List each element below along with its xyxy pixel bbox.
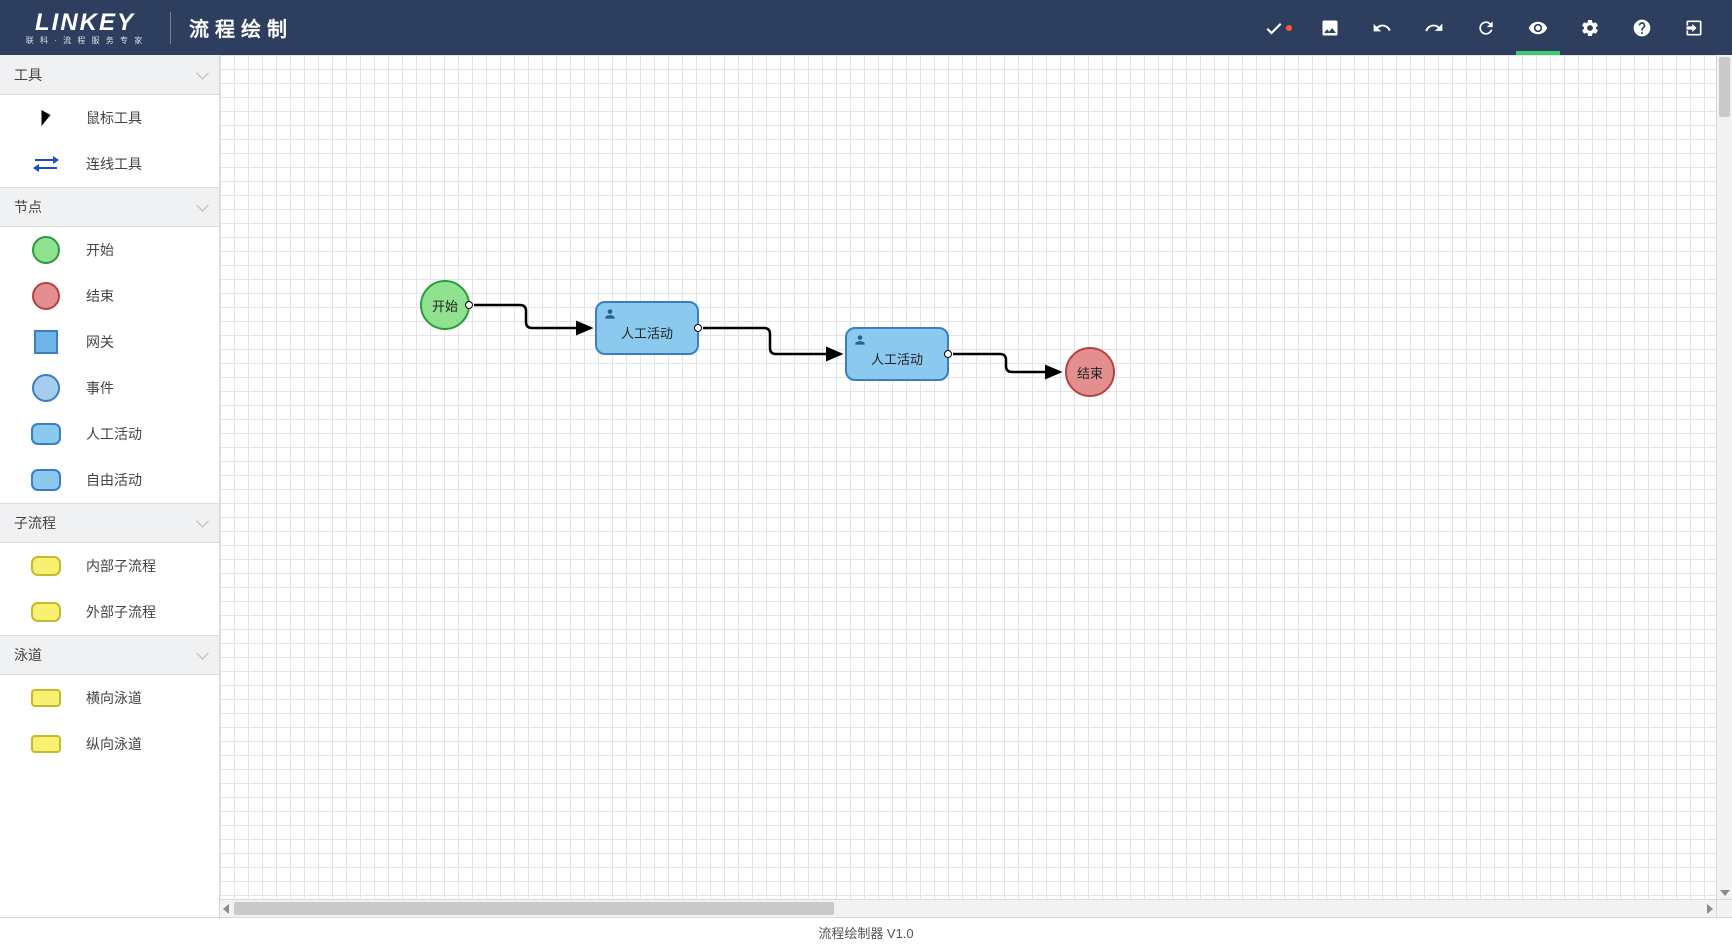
flow-edge-n2-n3[interactable]	[703, 328, 841, 354]
settings-button[interactable]	[1564, 0, 1616, 55]
flow-node-n1[interactable]: 开始	[420, 280, 470, 330]
app-header: LINKEY 联 科 · 流 程 服 务 专 家 流程绘制	[0, 0, 1732, 55]
approve-button[interactable]	[1252, 0, 1304, 55]
group-header-tools[interactable]: 工具	[0, 55, 219, 95]
task-node-icon	[31, 423, 61, 445]
end-node-icon	[32, 282, 60, 310]
scrollbar-corner	[1716, 899, 1732, 917]
flow-edge-n3-n4[interactable]	[953, 354, 1060, 372]
horizontal-scrollbar[interactable]	[220, 899, 1716, 917]
exit-button[interactable]	[1668, 0, 1720, 55]
scroll-left-icon[interactable]	[223, 904, 229, 914]
edges-layer	[220, 55, 1716, 899]
eye-icon	[1528, 18, 1548, 38]
gear-icon	[1580, 18, 1600, 38]
palette-item-label: 人工活动	[86, 424, 142, 444]
subflow-node-icon	[31, 556, 61, 576]
palette-item-label: 开始	[86, 240, 114, 260]
header-toolbar	[1252, 0, 1732, 55]
gateway-node-icon	[34, 330, 58, 354]
palette-item-label: 自由活动	[86, 470, 142, 490]
flow-node-label: 开始	[432, 296, 458, 315]
palette-item-event[interactable]: 事件	[0, 365, 219, 411]
group-header-lane[interactable]: 泳道	[0, 635, 219, 675]
palette-item-cursor[interactable]: 鼠标工具	[0, 95, 219, 141]
task-node-icon	[31, 469, 61, 491]
footer: 流程绘制器 V1.0	[0, 917, 1732, 947]
scroll-right-icon[interactable]	[1707, 904, 1713, 914]
palette-item-label: 连线工具	[86, 154, 142, 174]
palette-item-label: 事件	[86, 378, 114, 398]
group-header-subflow[interactable]: 子流程	[0, 503, 219, 543]
logo-text: LINKEY	[35, 9, 135, 37]
flow-node-n4[interactable]: 结束	[1065, 347, 1115, 397]
horizontal-scroll-thumb[interactable]	[234, 902, 834, 915]
palette-item-label: 鼠标工具	[86, 108, 142, 128]
palette-item-outersub[interactable]: 外部子流程	[0, 589, 219, 635]
palette-item-hlane[interactable]: 横向泳道	[0, 675, 219, 721]
port-right[interactable]	[465, 301, 473, 309]
canvas-wrapper: 开始人工活动人工活动结束	[220, 55, 1732, 917]
palette-item-label: 内部子流程	[86, 556, 156, 576]
help-icon	[1632, 18, 1652, 38]
header-divider	[170, 12, 171, 44]
lane-node-icon	[31, 689, 61, 707]
port-right[interactable]	[944, 350, 952, 358]
help-button[interactable]	[1616, 0, 1668, 55]
image-icon	[1320, 18, 1340, 38]
lane-node-icon	[31, 735, 61, 753]
port-right[interactable]	[694, 324, 702, 332]
status-dot-icon	[1286, 25, 1292, 31]
flow-node-n3[interactable]: 人工活动	[845, 327, 949, 381]
vertical-scrollbar[interactable]	[1716, 55, 1732, 899]
canvas[interactable]: 开始人工活动人工活动结束	[220, 55, 1716, 899]
scroll-down-icon[interactable]	[1720, 890, 1730, 896]
palette-item-gateway[interactable]: 网关	[0, 319, 219, 365]
connect-icon	[35, 157, 57, 171]
palette-item-end[interactable]: 结束	[0, 273, 219, 319]
user-icon	[853, 333, 867, 347]
event-node-icon	[32, 374, 60, 402]
palette-item-innersub[interactable]: 内部子流程	[0, 543, 219, 589]
image-button[interactable]	[1304, 0, 1356, 55]
sidebar: 工具鼠标工具连线工具节点开始结束网关事件人工活动自由活动子流程内部子流程外部子流…	[0, 55, 220, 917]
flow-edge-n1-n2[interactable]	[474, 305, 591, 328]
canvas-scroll-area[interactable]: 开始人工活动人工活动结束	[220, 55, 1716, 899]
palette-item-label: 结束	[86, 286, 114, 306]
exit-icon	[1684, 18, 1704, 38]
logo-subtext: 联 科 · 流 程 服 务 专 家	[26, 35, 144, 46]
palette-item-freetask[interactable]: 自由活动	[0, 457, 219, 503]
check-icon	[1264, 18, 1284, 38]
palette-item-connect[interactable]: 连线工具	[0, 141, 219, 187]
logo: LINKEY 联 科 · 流 程 服 务 专 家	[0, 9, 170, 46]
preview-button[interactable]	[1512, 0, 1564, 55]
app-title: 流程绘制	[189, 13, 293, 42]
cursor-icon	[42, 110, 51, 126]
palette-item-usertask[interactable]: 人工活动	[0, 411, 219, 457]
palette-item-label: 横向泳道	[86, 688, 142, 708]
flow-node-label: 人工活动	[621, 323, 673, 342]
footer-text: 流程绘制器 V1.0	[818, 923, 913, 942]
vertical-scroll-thumb[interactable]	[1719, 57, 1730, 117]
palette-item-label: 网关	[86, 332, 114, 352]
redo-button[interactable]	[1408, 0, 1460, 55]
flow-node-n2[interactable]: 人工活动	[595, 301, 699, 355]
undo-button[interactable]	[1356, 0, 1408, 55]
palette-item-start[interactable]: 开始	[0, 227, 219, 273]
flow-node-label: 人工活动	[871, 349, 923, 368]
undo-icon	[1372, 18, 1392, 38]
subflow-node-icon	[31, 602, 61, 622]
user-icon	[603, 307, 617, 321]
refresh-icon	[1476, 18, 1496, 38]
palette-item-label: 外部子流程	[86, 602, 156, 622]
main-area: 工具鼠标工具连线工具节点开始结束网关事件人工活动自由活动子流程内部子流程外部子流…	[0, 55, 1732, 917]
refresh-button[interactable]	[1460, 0, 1512, 55]
redo-icon	[1424, 18, 1444, 38]
flow-node-label: 结束	[1077, 363, 1103, 382]
group-header-nodes[interactable]: 节点	[0, 187, 219, 227]
start-node-icon	[32, 236, 60, 264]
palette-item-label: 纵向泳道	[86, 734, 142, 754]
palette-item-vlane[interactable]: 纵向泳道	[0, 721, 219, 767]
